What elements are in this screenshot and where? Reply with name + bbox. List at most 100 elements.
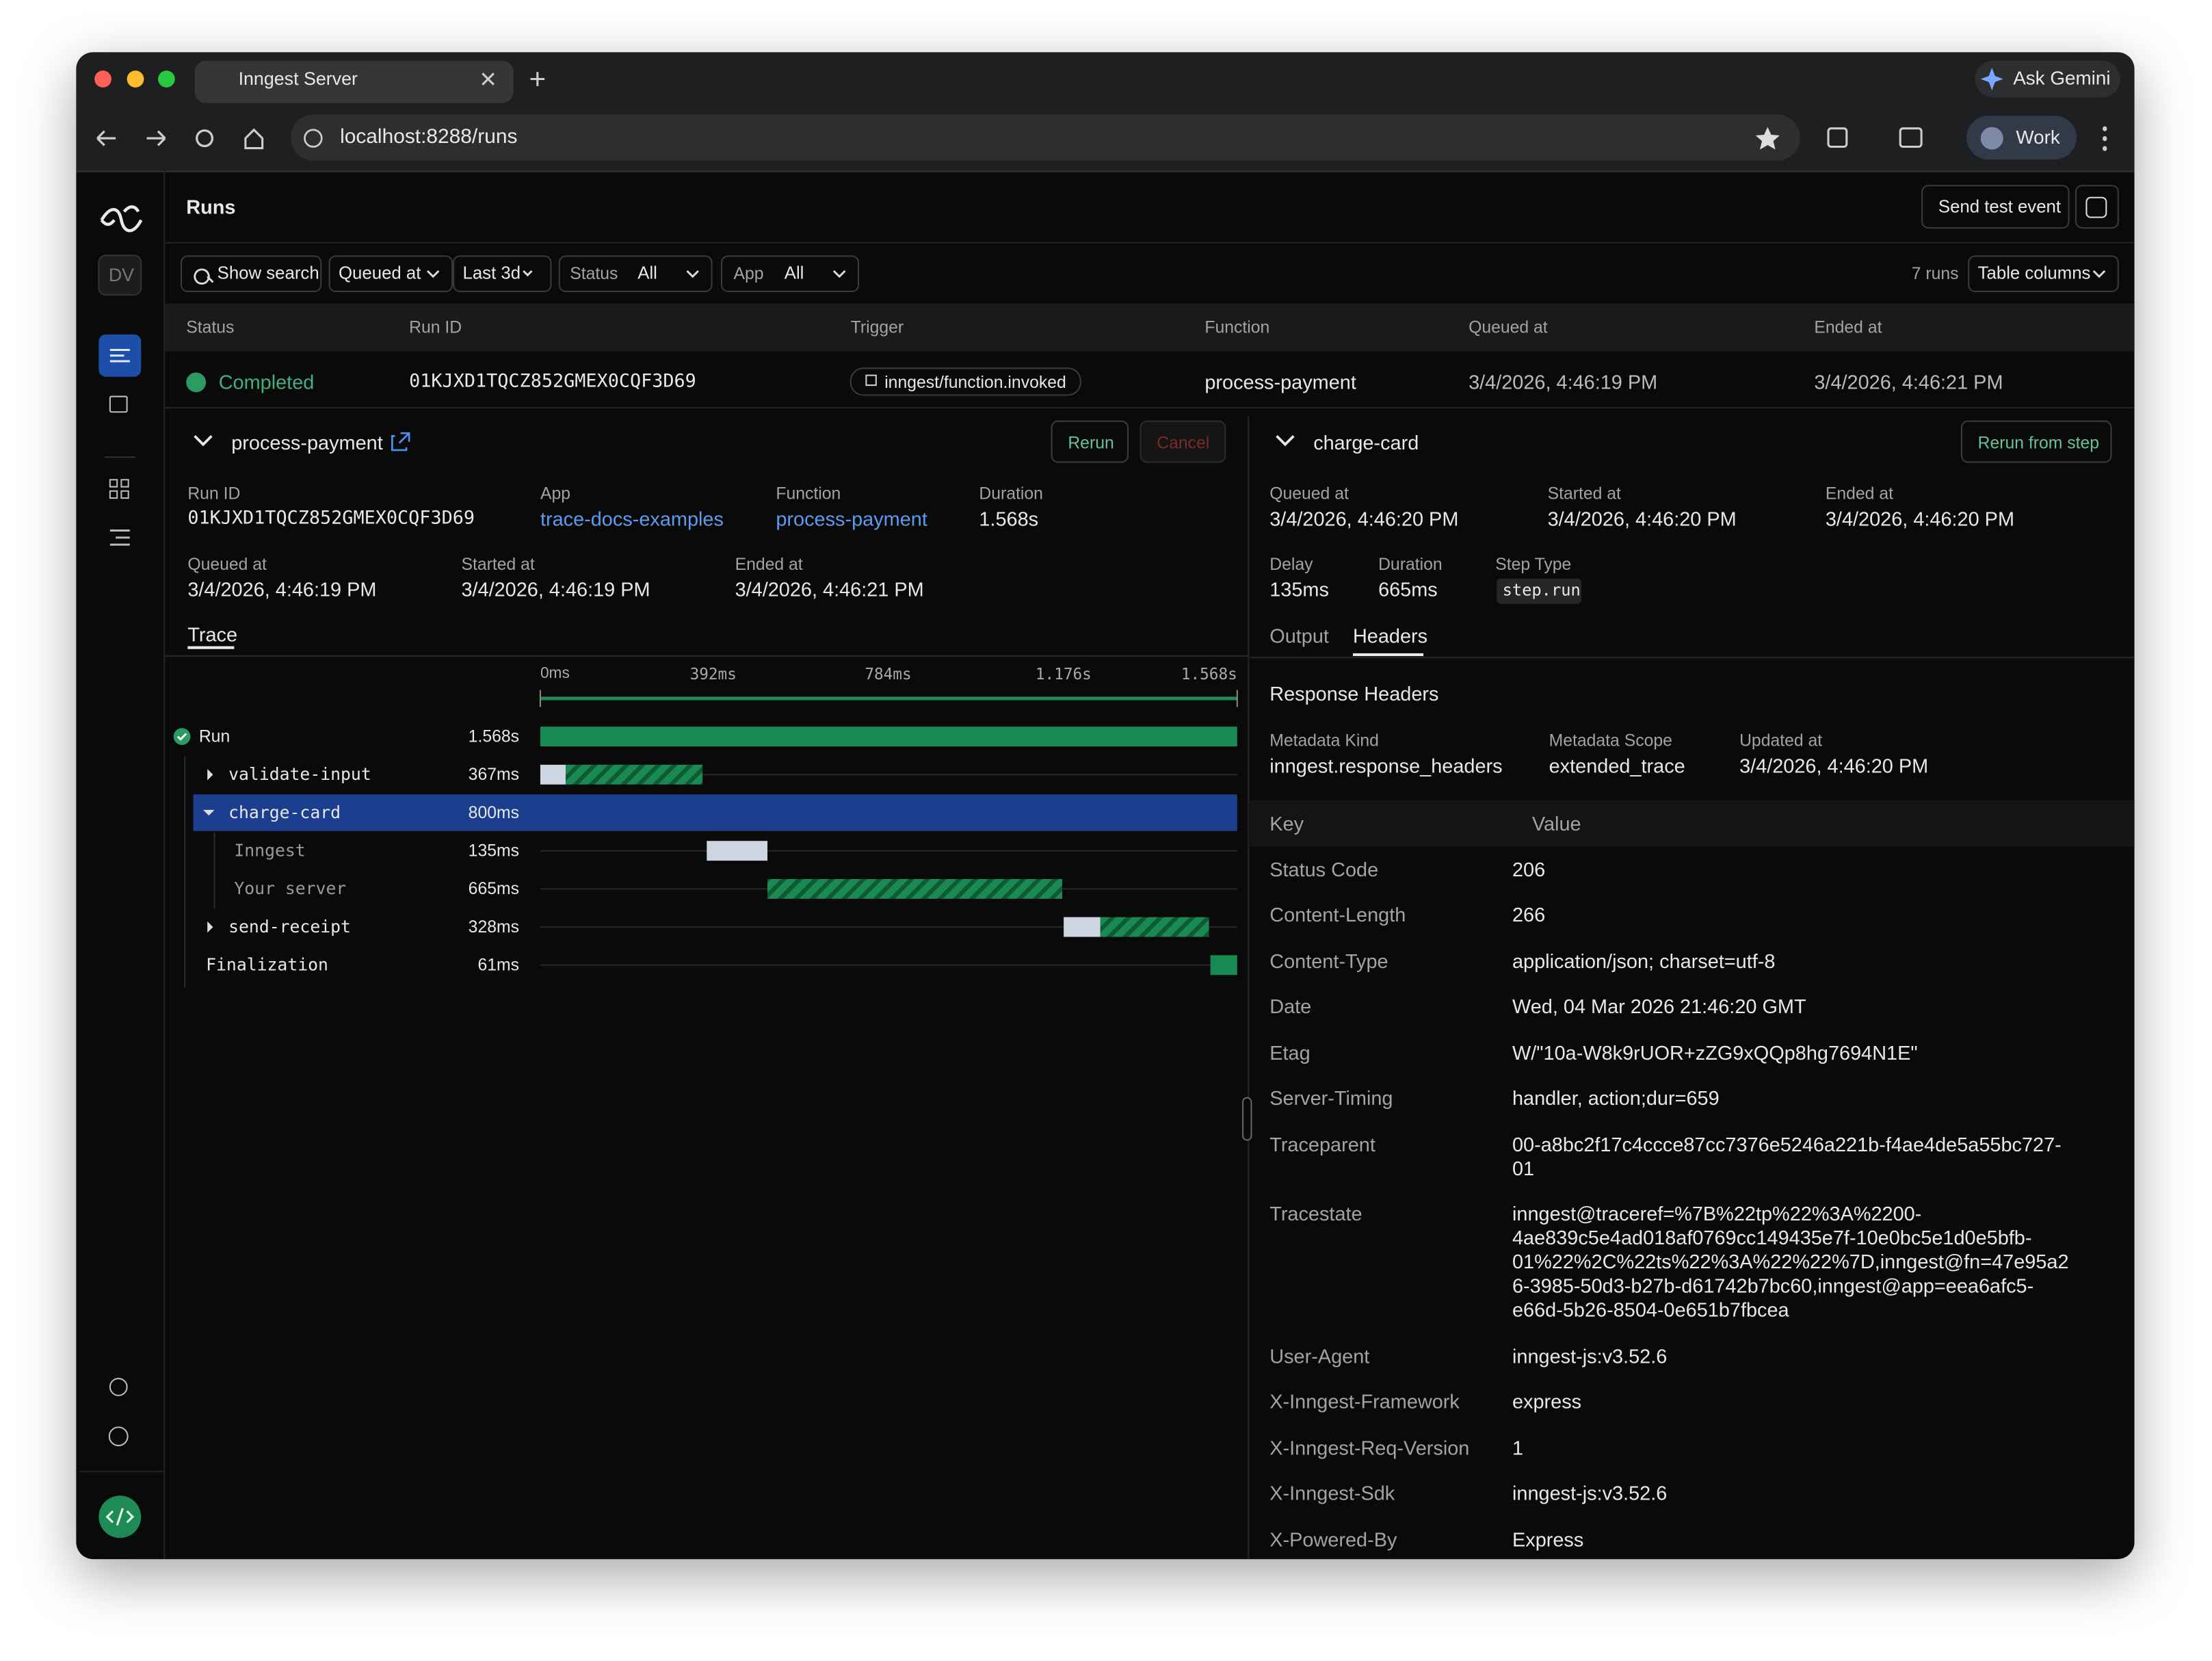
logo[interactable]	[100, 205, 143, 233]
span-bar[interactable]	[1100, 917, 1209, 937]
rerun[interactable]	[1051, 420, 1129, 463]
events-nav[interactable]	[109, 395, 128, 413]
filter-status[interactable]	[558, 255, 713, 292]
trace-row-name[interactable]: send-receipt	[228, 917, 351, 937]
profile[interactable]: Work	[2016, 127, 2060, 148]
org-badge[interactable]	[98, 254, 142, 296]
cell[interactable]: inngest/function.invoked	[884, 372, 1066, 392]
page-title: Runs	[186, 195, 236, 218]
tree-toggles[interactable]	[203, 769, 215, 933]
url[interactable]: localhost:8288/runs	[340, 126, 518, 149]
filter-label[interactable]: Show search	[217, 263, 319, 283]
external-link[interactable]	[391, 432, 410, 452]
filter-show-search[interactable]	[181, 255, 322, 292]
field-value[interactable]: trace-docs-examples	[540, 507, 724, 530]
span-bar[interactable]	[1210, 955, 1237, 976]
cell[interactable]: process-payment	[1204, 370, 1356, 393]
apps-nav[interactable]	[109, 479, 129, 499]
settings-icon[interactable]	[2085, 196, 2107, 218]
button-label[interactable]: Send test event	[1938, 196, 2062, 217]
status-dot	[186, 372, 207, 393]
home[interactable]	[244, 128, 264, 150]
cancel[interactable]	[1140, 420, 1226, 463]
tab-search[interactable]	[1899, 127, 1923, 148]
min-dot[interactable]	[127, 70, 144, 88]
run-count: 7 runs	[1911, 263, 1959, 284]
functions-nav[interactable]	[109, 529, 130, 546]
trace-bars	[540, 727, 1237, 976]
selected-row[interactable]	[193, 794, 1237, 831]
field-value: 3/4/2026, 4:46:21 PM	[735, 577, 924, 601]
filter-label[interactable]: Status	[570, 263, 618, 284]
filter-label[interactable]: Queued at	[339, 263, 421, 283]
button-label[interactable]: Rerun	[1068, 432, 1114, 453]
field-value[interactable]: process-payment	[776, 507, 927, 530]
bookmark-star[interactable]	[1755, 127, 1780, 150]
column-header: Run ID	[409, 317, 462, 337]
column-header: Queued at	[1469, 317, 1548, 337]
avatar[interactable]	[1980, 127, 2003, 150]
queue-bar[interactable]	[707, 841, 767, 861]
header-row: User-Agent inngest-js:v3.52.6	[1250, 1333, 2134, 1379]
trace-row-name[interactable]: validate-input	[228, 764, 371, 785]
trace-row-name[interactable]: Run	[198, 726, 231, 746]
timeline-tick: 1.568s	[1181, 665, 1237, 684]
header-row: Date Wed, 04 Mar 2026 21:46:20 GMT	[1250, 984, 2134, 1030]
button-label[interactable]: Rerun from step	[1977, 432, 2100, 453]
extensions[interactable]	[1827, 127, 1848, 148]
filter-app[interactable]	[720, 255, 860, 292]
ask-gemini[interactable]: Ask Gemini	[2013, 67, 2111, 89]
filter-label[interactable]: App	[733, 263, 764, 284]
tab[interactable]	[194, 60, 514, 103]
trace-row-name[interactable]: Finalization	[206, 954, 328, 975]
site-info[interactable]	[304, 129, 323, 148]
share-nav[interactable]	[109, 1378, 128, 1396]
cell[interactable]: Completed	[218, 370, 315, 393]
header-key: User-Agent	[1269, 1344, 1370, 1368]
trace-row-duration: 800ms	[468, 802, 519, 823]
close-dot[interactable]	[94, 70, 111, 88]
trace-row-name[interactable]: Inngest	[234, 840, 306, 861]
tab[interactable]: Headers	[1352, 624, 1428, 647]
rerun-from-step[interactable]	[1960, 420, 2112, 463]
tab[interactable]: Output	[1269, 624, 1329, 647]
header-key: X-Inngest-Sdk	[1269, 1482, 1395, 1505]
filter-label[interactable]: Last 3d	[462, 263, 521, 283]
filter-queued-at[interactable]	[328, 255, 453, 292]
trace-row-duration: 665ms	[468, 878, 519, 899]
table-columns[interactable]	[1968, 255, 2119, 292]
max-dot[interactable]	[158, 70, 175, 88]
cell[interactable]: 3/4/2026, 4:46:19 PM	[1469, 370, 1658, 393]
chevrons[interactable]	[194, 434, 1295, 447]
resize-handle[interactable]	[1242, 1097, 1252, 1141]
cell[interactable]: 01KJXD1TQCZ852GMEX0CQF3D69	[409, 371, 696, 393]
filter-range[interactable]	[453, 255, 552, 292]
queue-bar[interactable]	[540, 764, 566, 785]
org-initials[interactable]: DV	[108, 264, 135, 286]
help-nav[interactable]	[108, 1426, 129, 1447]
address-bar[interactable]	[290, 114, 1800, 161]
cell[interactable]: 3/4/2026, 4:46:21 PM	[1814, 370, 2003, 393]
header-row: X-Inngest-Sdk inngest-js:v3.52.6	[1250, 1471, 2134, 1517]
span-bar[interactable]	[566, 764, 703, 785]
nav-arrows[interactable]	[96, 130, 166, 146]
filter-value[interactable]: All	[637, 263, 657, 283]
reload[interactable]	[196, 129, 214, 148]
header-key: Date	[1269, 995, 1312, 1018]
tab-underline	[187, 646, 235, 649]
tab-icons[interactable]	[482, 72, 545, 86]
span-bar[interactable]	[540, 727, 1237, 747]
span-bar[interactable]	[767, 878, 1063, 899]
tab[interactable]: Trace	[187, 623, 238, 646]
settings[interactable]	[2075, 185, 2119, 229]
trace-row-name[interactable]: Your server	[234, 878, 347, 899]
button-label[interactable]: Table columns	[1977, 263, 2091, 283]
button-label[interactable]: Cancel	[1157, 432, 1210, 453]
filter-value[interactable]: All	[784, 263, 804, 283]
trace-row-name[interactable]: charge-card	[228, 802, 341, 823]
send-test-event[interactable]	[1921, 185, 2070, 229]
field-value: step.run	[1502, 579, 1581, 600]
header-value: application/json; charset=utf-8	[1512, 949, 1776, 972]
field-value: 3/4/2026, 4:46:20 PM	[1825, 507, 2014, 530]
queue-bar[interactable]	[1064, 917, 1101, 937]
